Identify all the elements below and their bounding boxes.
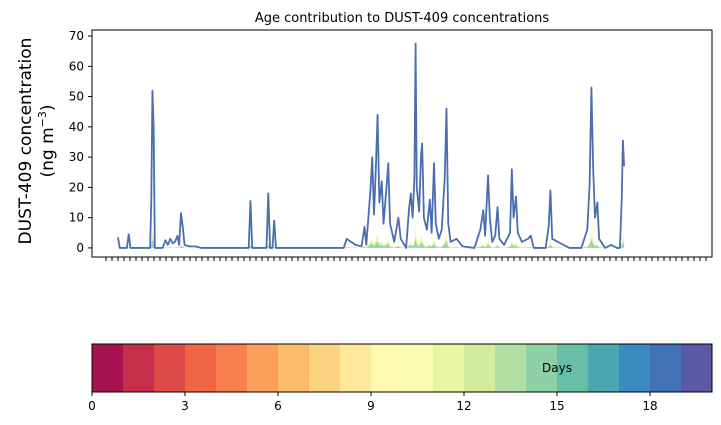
colorbar-segment <box>309 344 341 392</box>
colorbar-segment <box>154 344 186 392</box>
colorbar-label: Days <box>542 361 572 375</box>
colorbar-segment <box>526 344 558 392</box>
x-axis-ticks <box>105 257 707 261</box>
colorbar-segment <box>92 344 124 392</box>
colorbar-tick-label: 9 <box>367 399 375 413</box>
colorbar-segment <box>278 344 310 392</box>
plot-frame <box>91 29 713 258</box>
colorbar-segment <box>619 344 651 392</box>
colorbar-segment <box>588 344 620 392</box>
colorbar-segment <box>340 344 372 392</box>
chart-title: Age contribution to DUST-409 concentrati… <box>255 11 550 26</box>
colorbar-segment <box>247 344 279 392</box>
y-tick-label: 10 <box>69 211 84 225</box>
y-tick-label: 60 <box>69 59 84 73</box>
plot-area <box>117 42 625 249</box>
colorbar-tick-label: 0 <box>88 399 96 413</box>
colorbar <box>92 344 713 392</box>
series-age-layer <box>118 227 625 248</box>
colorbar-segment <box>216 344 248 392</box>
y-tick-label: 20 <box>69 180 84 194</box>
y-tick-label: 50 <box>69 90 84 104</box>
y-axis-ticks: 0 10 20 30 40 50 60 70 <box>69 29 92 255</box>
colorbar-segment <box>185 344 217 392</box>
y-axis-label: DUST-409 concentration (ng m−3) <box>16 38 58 245</box>
y-tick-label: 0 <box>76 241 84 255</box>
y-tick-label: 70 <box>69 29 84 43</box>
y-tick-label: 40 <box>69 120 84 134</box>
y-tick-label: 30 <box>69 150 84 164</box>
colorbar-segment <box>557 344 589 392</box>
y-axis-label-line1: DUST-409 concentration <box>16 38 36 245</box>
colorbar-segment <box>433 344 465 392</box>
colorbar-tick-label: 15 <box>549 399 564 413</box>
colorbar-segment <box>402 344 434 392</box>
colorbar-tick-label: 18 <box>642 399 657 413</box>
series-age-layer <box>118 237 625 248</box>
y-axis-label-line2: (ng m−3) <box>36 104 58 177</box>
colorbar-segment <box>650 344 682 392</box>
colorbar-segment <box>681 344 713 392</box>
colorbar-ticks: 0 3 6 9 12 15 18 <box>88 392 658 413</box>
colorbar-tick-label: 6 <box>274 399 282 413</box>
colorbar-tick-label: 3 <box>181 399 189 413</box>
series-line <box>117 42 625 249</box>
colorbar-tick-label: 12 <box>456 399 471 413</box>
colorbar-segment <box>371 344 403 392</box>
colorbar-frame <box>91 343 713 393</box>
colorbar-segment <box>495 344 527 392</box>
colorbar-segment <box>123 344 155 392</box>
colorbar-segment <box>464 344 496 392</box>
